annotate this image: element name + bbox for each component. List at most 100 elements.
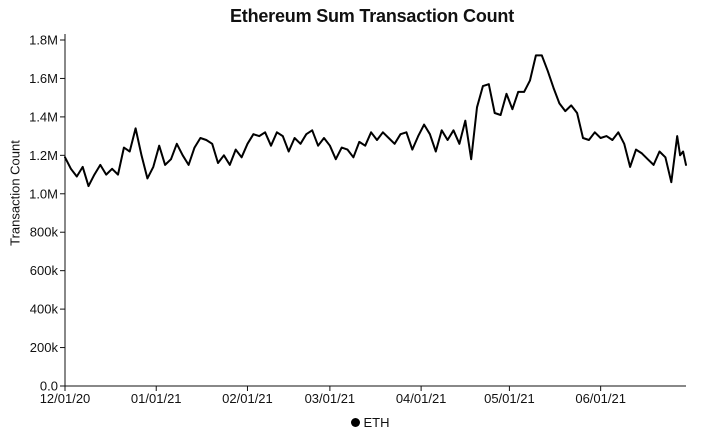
- data-point: [417, 135, 420, 137]
- data-point: [305, 133, 308, 135]
- data-point: [617, 131, 620, 134]
- data-point: [329, 144, 331, 147]
- y-axis: 0.0 200k 400k 600k 800k 1.0M 1.2M 1.4M 1.6M 1.8M: [29, 33, 66, 394]
- x-axis: 12/01/20 01/01/21 02/01/21 03/01/21 04/01/21…: [40, 385, 686, 406]
- data-point: [605, 135, 608, 137]
- data-point: [599, 137, 602, 139]
- data-point: [664, 156, 667, 159]
- data-point: [152, 166, 155, 168]
- data-point: [511, 108, 514, 110]
- data-point: [187, 164, 190, 166]
- data-point: [76, 175, 78, 178]
- data-point: [282, 135, 284, 137]
- data-point: [594, 131, 596, 134]
- data-point: [376, 139, 378, 141]
- y-tick-label: 0.0: [40, 379, 58, 394]
- data-point: [358, 141, 361, 143]
- data-point: [658, 150, 661, 153]
- data-point: [541, 54, 543, 57]
- y-tick-label: 1.0M: [29, 186, 58, 201]
- data-point: [317, 144, 319, 147]
- data-point: [323, 137, 325, 139]
- x-tick-label: 04/01/21: [396, 391, 447, 406]
- data-point: [423, 123, 425, 126]
- chart-title: Ethereum Sum Transaction Count: [229, 6, 515, 26]
- data-point: [493, 112, 496, 114]
- data-point: [470, 158, 473, 160]
- data-point: [223, 154, 225, 157]
- data-point: [287, 150, 290, 153]
- y-tick-label: 600k: [30, 263, 59, 278]
- data-point: [199, 137, 202, 139]
- x-tick-label: 02/01/21: [222, 391, 273, 406]
- data-point: [387, 137, 390, 139]
- data-point: [582, 137, 584, 139]
- data-point: [652, 164, 655, 166]
- data-point: [476, 106, 478, 109]
- data-point: [81, 166, 84, 168]
- data-point: [117, 173, 119, 176]
- data-point: [411, 148, 414, 151]
- legend-label-eth: ETH: [363, 415, 390, 430]
- data-point: [435, 150, 437, 153]
- y-tick-label: 1.2M: [29, 148, 58, 163]
- data-point: [488, 83, 490, 85]
- data-point: [641, 152, 643, 155]
- data-point: [679, 154, 681, 157]
- data-point: [170, 158, 172, 160]
- data-point: [87, 185, 90, 187]
- data-point: [685, 164, 687, 166]
- data-point: [340, 146, 343, 149]
- data-point: [146, 177, 149, 180]
- data-point: [552, 87, 555, 89]
- data-point: [670, 181, 673, 183]
- x-tick-label: 03/01/21: [305, 391, 356, 406]
- data-point: [229, 164, 231, 166]
- data-point: [252, 133, 255, 135]
- data-point: [452, 129, 455, 132]
- data-point: [382, 131, 384, 134]
- data-point: [546, 70, 549, 72]
- data-point: [93, 173, 96, 176]
- y-tick-label: 1.6M: [29, 71, 58, 86]
- data-point: [240, 156, 243, 159]
- x-tick-label: 05/01/21: [484, 391, 535, 406]
- data-point: [370, 131, 372, 134]
- data-point: [399, 133, 402, 135]
- data-point: [405, 131, 408, 134]
- data-point: [458, 143, 461, 145]
- data-point: [429, 133, 431, 135]
- data-point: [676, 135, 678, 137]
- data-point: [134, 127, 137, 130]
- data-point: [193, 146, 196, 149]
- legend: ETH: [0, 415, 704, 430]
- data-point: [293, 137, 296, 139]
- data-point: [635, 148, 637, 151]
- data-point: [258, 135, 261, 137]
- data-point: [623, 143, 625, 145]
- data-point: [111, 168, 113, 170]
- data-point: [123, 146, 125, 149]
- data-point: [517, 91, 519, 93]
- data-point: [276, 131, 278, 134]
- y-tick-label: 400k: [30, 302, 59, 317]
- data-point: [234, 148, 237, 151]
- data-point: [576, 112, 578, 114]
- data-point: [629, 166, 631, 168]
- data-point: [464, 119, 467, 122]
- data-point: [611, 139, 614, 141]
- data-point: [70, 168, 72, 170]
- y-tick-label: 1.8M: [29, 33, 58, 48]
- data-point: [217, 162, 219, 164]
- data-point: [440, 129, 443, 132]
- data-point: [140, 154, 143, 157]
- data-point: [158, 144, 160, 147]
- data-point: [270, 144, 272, 147]
- data-point: [128, 150, 131, 153]
- data-point: [535, 54, 537, 57]
- x-tick-label: 01/01/21: [131, 391, 182, 406]
- data-point: [393, 143, 396, 145]
- data-point: [246, 143, 249, 145]
- data-point: [499, 114, 502, 116]
